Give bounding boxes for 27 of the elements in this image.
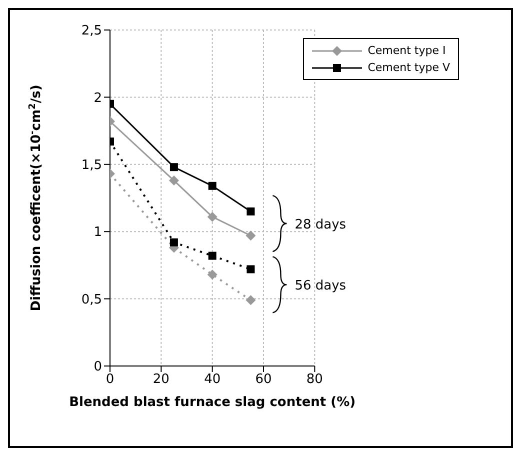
x-tick-label: 60 xyxy=(255,372,272,388)
point xyxy=(207,270,218,280)
point xyxy=(170,163,178,172)
annotation: 28 days xyxy=(294,218,346,233)
y-tick-label: 1 xyxy=(94,225,102,240)
y-tick-label: 2,5 xyxy=(81,24,102,39)
point xyxy=(246,230,256,241)
x-tick-label: 80 xyxy=(306,372,323,388)
y-tick-label: 2 xyxy=(94,90,102,106)
point xyxy=(246,265,255,274)
point xyxy=(168,176,179,186)
y-tick-label: 0,5 xyxy=(81,292,102,308)
x-tick-label: 20 xyxy=(152,372,170,388)
y-tick-label: 0 xyxy=(94,360,102,375)
annotation: 56 days xyxy=(294,278,346,294)
legend-label: Cement type I xyxy=(368,44,446,57)
x-tick-label: 0 xyxy=(106,372,114,388)
point xyxy=(246,295,256,306)
point xyxy=(246,207,255,216)
point xyxy=(207,212,218,222)
point xyxy=(208,252,216,260)
x-tick-label: 40 xyxy=(204,372,221,388)
x-axis-title: Blended blast furnace slag content (%) xyxy=(69,395,356,410)
point xyxy=(208,182,216,190)
point xyxy=(170,238,178,246)
y-tick-label: 1,5 xyxy=(81,158,102,174)
legend-label: Cement type V xyxy=(368,61,450,74)
